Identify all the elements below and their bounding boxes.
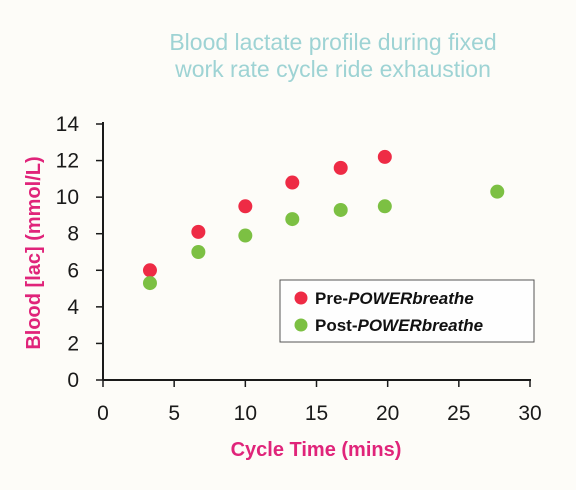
x-tick-label: 0 [97, 402, 109, 425]
legend-entry-post: Post-POWERbreathe [315, 316, 483, 335]
x-tick-label: 15 [305, 402, 328, 425]
post-powerbreathe-point [333, 202, 348, 217]
legend-marker-post [294, 318, 308, 332]
x-tick-label: 20 [376, 402, 399, 425]
data-points [142, 149, 505, 291]
y-tick-label: 8 [67, 223, 79, 246]
y-tick-label: 0 [67, 369, 79, 392]
post-powerbreathe-point [191, 245, 206, 259]
post-powerbreathe-point [377, 199, 392, 214]
y-tick-label: 10 [56, 186, 79, 209]
pre-powerbreathe-point [142, 263, 157, 278]
x-axis-label: Cycle Time (mins) [231, 439, 402, 461]
chart-title-line-1: Blood lactate profile during fixed [169, 29, 496, 55]
x-axis-ticks: 0 5 10 15 20 25 30 [97, 380, 542, 425]
pre-powerbreathe-point [285, 175, 300, 190]
post-powerbreathe-point [285, 212, 300, 227]
x-tick-label: 25 [447, 402, 470, 425]
x-tick-label: 10 [234, 402, 257, 425]
legend-entry-pre: Pre-POWERbreathe [315, 289, 474, 308]
pre-powerbreathe-point [333, 160, 348, 175]
post-powerbreathe-point [490, 184, 505, 199]
x-tick-label: 30 [518, 402, 541, 425]
y-tick-label: 14 [56, 113, 80, 136]
pre-powerbreathe-point [377, 149, 392, 164]
post-powerbreathe-point [142, 276, 157, 291]
pre-powerbreathe-point [191, 224, 206, 239]
y-tick-label: 2 [67, 332, 79, 355]
y-axis-label: Blood [lac] (mmol/L) [23, 156, 45, 349]
chart-title-line-2: work rate cycle ride exhaustion [174, 56, 491, 82]
y-tick-label: 6 [67, 259, 79, 282]
legend-marker-pre [294, 291, 308, 305]
pre-powerbreathe-point [238, 199, 253, 214]
post-powerbreathe-point [238, 228, 253, 243]
legend: Pre-POWERbreathe Post-POWERbreathe [279, 279, 535, 343]
x-tick-label: 5 [168, 402, 180, 425]
y-axis-ticks: 0 2 4 6 8 10 12 14 [56, 113, 103, 392]
y-tick-label: 4 [67, 296, 79, 319]
legend-box [279, 279, 535, 343]
y-tick-label: 12 [56, 150, 79, 173]
